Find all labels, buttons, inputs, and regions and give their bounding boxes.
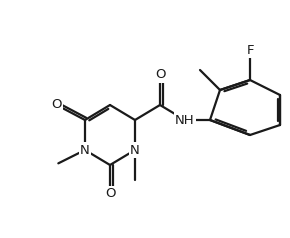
Text: F: F (246, 44, 254, 56)
Text: N: N (80, 144, 90, 157)
Text: N: N (130, 144, 140, 157)
Text: O: O (51, 99, 62, 111)
Text: O: O (105, 187, 115, 200)
Text: O: O (155, 69, 165, 81)
Text: NH: NH (175, 114, 195, 127)
